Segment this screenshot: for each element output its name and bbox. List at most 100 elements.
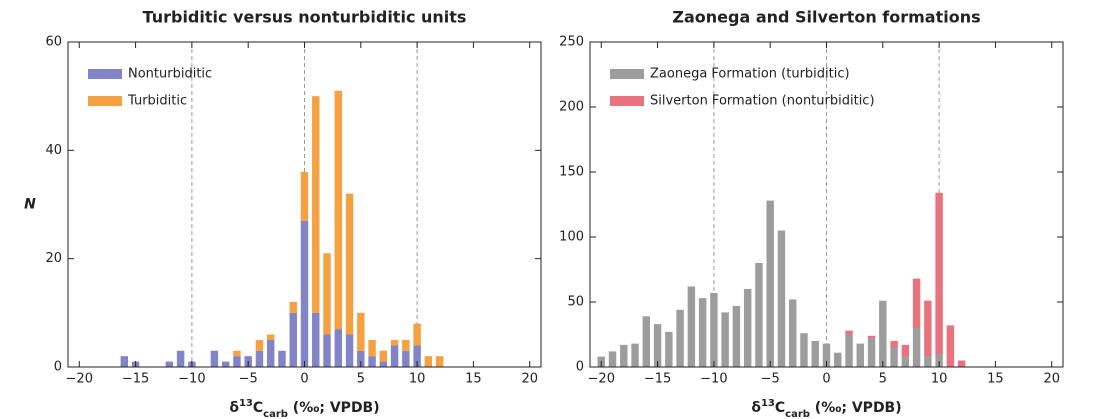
bar bbox=[698, 298, 707, 367]
bar bbox=[368, 339, 376, 357]
y-tick-label: 0 bbox=[576, 360, 584, 375]
y-tick-label: 40 bbox=[45, 143, 62, 158]
bar bbox=[323, 253, 331, 335]
x-tick-label: −5 bbox=[239, 372, 258, 387]
legend-label: Nonturbiditic bbox=[128, 67, 212, 82]
bar bbox=[255, 339, 264, 351]
y-tick-label: 100 bbox=[559, 230, 584, 245]
bar bbox=[345, 334, 354, 367]
bar bbox=[721, 312, 729, 367]
bar bbox=[631, 343, 639, 367]
bar bbox=[867, 335, 876, 339]
y-tick-label: 20 bbox=[45, 251, 62, 266]
bar bbox=[334, 329, 343, 367]
bar bbox=[233, 356, 241, 367]
x-axis-label-part: 13 bbox=[761, 398, 775, 409]
x-tick-label: 10 bbox=[931, 372, 948, 387]
bar bbox=[834, 352, 842, 367]
x-tick-label: 15 bbox=[465, 372, 482, 387]
x-tick-label: 20 bbox=[521, 372, 538, 387]
x-tick-label: −10 bbox=[178, 372, 205, 387]
x-tick-label: 10 bbox=[409, 372, 426, 387]
legend-swatch bbox=[610, 69, 644, 79]
bar bbox=[300, 220, 309, 367]
bar bbox=[642, 316, 651, 367]
y-tick-label: 60 bbox=[45, 35, 62, 50]
x-axis-label-part: (‰; VPDB) bbox=[810, 400, 902, 416]
bar bbox=[165, 361, 174, 367]
bar bbox=[221, 361, 230, 367]
bar bbox=[368, 356, 376, 367]
bar bbox=[266, 339, 275, 367]
x-tick-label: −20 bbox=[588, 372, 615, 387]
bar bbox=[653, 324, 662, 367]
bar bbox=[822, 343, 831, 367]
bar bbox=[402, 350, 410, 367]
bar bbox=[935, 192, 943, 354]
legend-label: Zaonega Formation (turbiditic) bbox=[650, 67, 850, 82]
x-tick-label: −15 bbox=[644, 372, 671, 387]
x-tick-label: 5 bbox=[879, 372, 887, 387]
bar bbox=[901, 344, 910, 357]
y-axis-label: N bbox=[24, 197, 36, 213]
bar bbox=[879, 300, 887, 367]
x-tick-label: 5 bbox=[357, 372, 365, 387]
x-axis-label-part: δ bbox=[751, 400, 761, 416]
bar bbox=[777, 230, 786, 367]
x-tick-label: −10 bbox=[700, 372, 727, 387]
bar bbox=[732, 305, 741, 367]
bar bbox=[390, 345, 399, 367]
legend-label: Turbiditic bbox=[127, 94, 187, 109]
x-axis-label-part: carb bbox=[263, 409, 288, 419]
x-axis-label-part: 13 bbox=[239, 398, 253, 409]
bar bbox=[935, 354, 943, 367]
bar bbox=[665, 331, 673, 367]
bar bbox=[435, 356, 444, 367]
x-axis-label: δ13Ccarb (‰; VPDB) bbox=[751, 398, 901, 419]
bar bbox=[323, 334, 331, 367]
x-axis-label-part: δ bbox=[229, 400, 239, 416]
bar bbox=[901, 356, 910, 367]
bar bbox=[608, 351, 617, 367]
y-tick-label: 200 bbox=[559, 100, 584, 115]
bar bbox=[300, 172, 309, 221]
bar bbox=[912, 278, 921, 328]
bar bbox=[912, 328, 921, 367]
bar bbox=[255, 350, 264, 367]
bar bbox=[379, 361, 388, 367]
chart-title: Turbiditic versus nonturbiditic units bbox=[143, 8, 467, 27]
bar bbox=[334, 90, 343, 330]
legend-swatch bbox=[88, 96, 122, 106]
bar bbox=[811, 341, 819, 367]
bar bbox=[890, 347, 898, 367]
bar bbox=[620, 344, 628, 367]
x-tick-label: 20 bbox=[1043, 372, 1060, 387]
x-tick-label: 0 bbox=[822, 372, 830, 387]
y-tick-label: 150 bbox=[559, 165, 584, 180]
bar bbox=[743, 289, 752, 367]
bar bbox=[867, 338, 876, 367]
bar bbox=[413, 345, 421, 367]
bar bbox=[357, 312, 365, 351]
bar bbox=[856, 343, 865, 367]
bar bbox=[890, 341, 898, 348]
bar bbox=[710, 292, 718, 367]
bar bbox=[755, 263, 763, 367]
y-tick-label: 250 bbox=[559, 35, 584, 50]
bar bbox=[424, 356, 433, 367]
bar bbox=[402, 339, 410, 351]
bar bbox=[957, 360, 966, 367]
bar bbox=[845, 330, 853, 335]
x-axis-label-part: carb bbox=[785, 409, 810, 419]
bar bbox=[345, 193, 354, 335]
x-axis-label-part: C bbox=[775, 400, 785, 416]
x-tick-label: 0 bbox=[300, 372, 308, 387]
bar bbox=[312, 312, 320, 367]
x-tick-label: −15 bbox=[122, 372, 149, 387]
bar bbox=[924, 356, 932, 367]
legend-swatch bbox=[88, 69, 122, 79]
bar bbox=[357, 350, 365, 367]
bar bbox=[766, 200, 774, 367]
bar bbox=[687, 286, 696, 367]
